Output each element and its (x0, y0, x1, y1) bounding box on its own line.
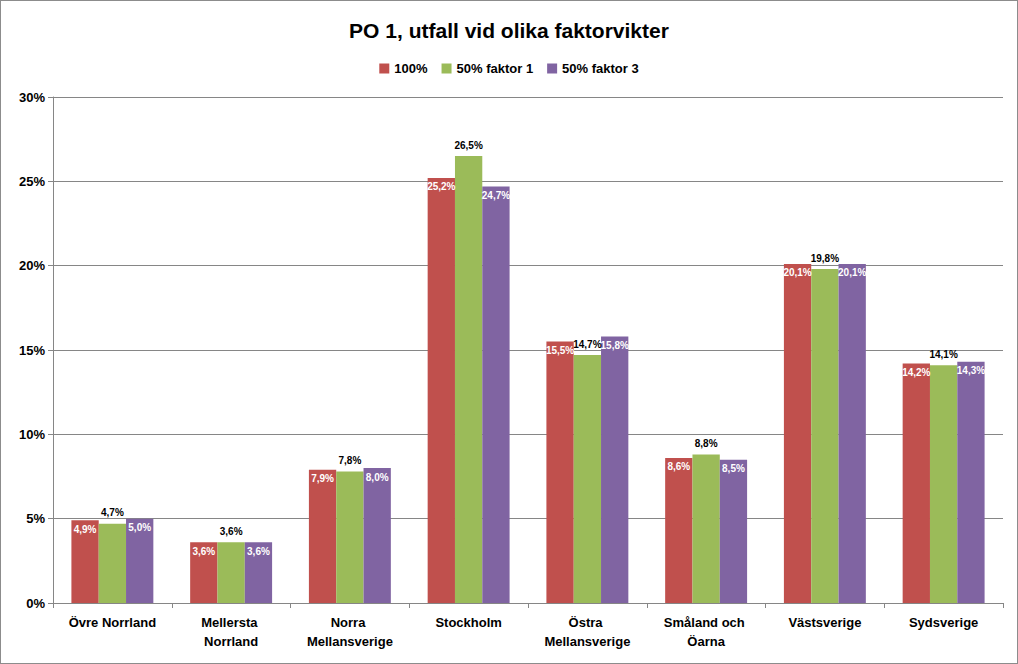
svg-text:Sydsverige: Sydsverige (909, 615, 978, 630)
svg-text:Norrland: Norrland (204, 634, 258, 649)
svg-text:20,1%: 20,1% (783, 267, 811, 278)
svg-text:Övre Norrland: Övre Norrland (69, 615, 156, 630)
svg-text:Norra: Norra (331, 615, 369, 630)
svg-text:20,1%: 20,1% (838, 267, 866, 278)
svg-text:3,6%: 3,6% (220, 526, 243, 537)
svg-text:25,2%: 25,2% (427, 181, 455, 192)
svg-text:3,6%: 3,6% (247, 546, 270, 557)
svg-text:8,6%: 8,6% (667, 461, 690, 472)
svg-text:3,6%: 3,6% (192, 546, 215, 557)
svg-text:8,5%: 8,5% (722, 463, 745, 474)
svg-text:19,8%: 19,8% (811, 253, 839, 264)
svg-text:5,0%: 5,0% (128, 522, 151, 533)
svg-text:0%: 0% (26, 596, 45, 611)
svg-text:15,5%: 15,5% (546, 345, 574, 356)
svg-text:Östra: Östra (569, 615, 607, 630)
svg-text:50% faktor 3: 50% faktor 3 (562, 61, 639, 76)
svg-text:24,7%: 24,7% (482, 190, 510, 201)
svg-text:Mellansverige: Mellansverige (307, 634, 393, 649)
svg-text:25%: 25% (19, 174, 45, 189)
svg-text:26,5%: 26,5% (454, 140, 482, 151)
svg-text:20%: 20% (19, 258, 45, 273)
svg-text:10%: 10% (19, 427, 45, 442)
svg-text:15%: 15% (19, 343, 45, 358)
svg-text:100%: 100% (394, 61, 428, 76)
svg-text:Öarna: Öarna (687, 634, 725, 649)
svg-text:Mellersta: Mellersta (201, 615, 261, 630)
svg-text:Småland och: Småland och (664, 615, 749, 630)
svg-text:8,8%: 8,8% (695, 438, 718, 449)
svg-text:14,1%: 14,1% (929, 349, 957, 360)
svg-text:30%: 30% (19, 90, 45, 105)
svg-text:14,7%: 14,7% (573, 339, 601, 350)
svg-text:15,8%: 15,8% (601, 340, 629, 351)
svg-text:14,3%: 14,3% (957, 365, 985, 376)
svg-text:Stockholm: Stockholm (435, 615, 501, 630)
svg-text:5%: 5% (26, 511, 45, 526)
svg-text:Västsverige: Västsverige (788, 615, 861, 630)
svg-text:7,8%: 7,8% (338, 455, 361, 466)
svg-text:8,0%: 8,0% (366, 472, 389, 483)
svg-text:50% faktor 1: 50% faktor 1 (457, 61, 534, 76)
svg-text:PO 1, utfall vid olika faktorv: PO 1, utfall vid olika faktorvikter (349, 19, 669, 42)
svg-text:Mellansverige: Mellansverige (544, 634, 630, 649)
svg-text:4,7%: 4,7% (101, 507, 124, 518)
svg-text:4,9%: 4,9% (74, 524, 97, 535)
svg-text:14,2%: 14,2% (902, 367, 930, 378)
svg-text:7,9%: 7,9% (311, 473, 334, 484)
